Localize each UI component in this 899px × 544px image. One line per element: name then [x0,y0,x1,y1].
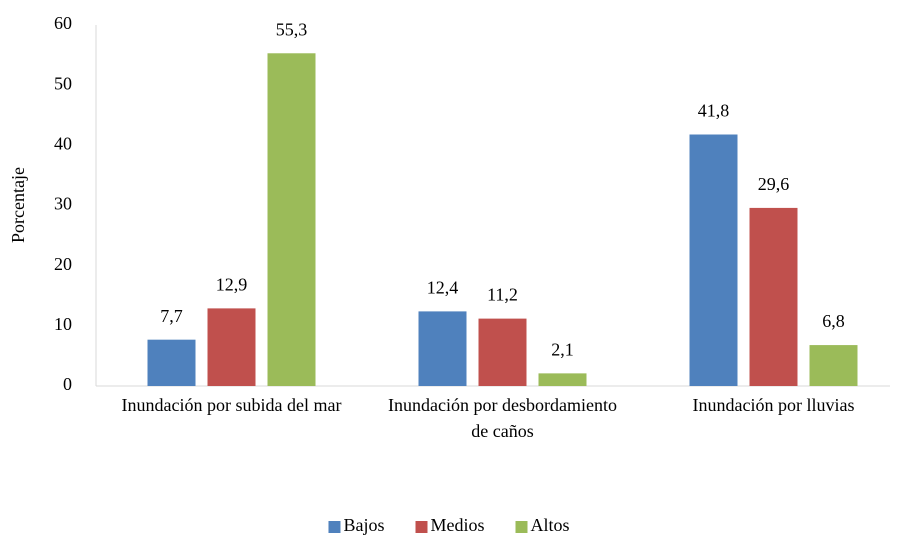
data-label: 12,9 [216,275,248,295]
bar [538,373,587,386]
x-tick-label: Inundación por desbordamiento de caños [388,395,617,441]
bar [207,308,256,386]
bar [418,311,467,386]
bar [809,345,858,386]
data-label: 11,2 [487,285,518,305]
data-label: 6,8 [822,311,845,331]
bar [689,134,738,386]
data-label: 29,6 [758,174,790,194]
y-tick-label: 10 [54,314,72,334]
legend-swatch [415,521,428,533]
bar [478,318,527,386]
legend-swatch [328,521,341,533]
data-label: 55,3 [276,19,308,39]
data-label: 7,7 [160,306,183,326]
y-tick-label: 40 [54,133,72,153]
y-tick-label: 60 [54,13,72,33]
y-tick-label: 20 [54,254,72,274]
bar [267,53,316,387]
y-tick-label: 0 [63,374,72,394]
legend-swatch [515,521,528,533]
y-axis-title: Porcentaje [8,167,28,243]
legend-label: Medios [431,515,485,535]
y-tick-label: 30 [54,194,72,214]
y-tick-label: 50 [54,73,72,93]
legend-label: Bajos [343,515,384,535]
legend-label: Altos [531,515,570,535]
x-tick-label: Inundación por lluvias [692,395,855,415]
data-label: 41,8 [698,101,730,121]
x-tick-label: Inundación por subida del mar [121,395,342,415]
bar [749,207,798,386]
data-label: 2,1 [551,339,574,359]
bar [147,339,196,386]
data-label: 12,4 [427,278,459,298]
